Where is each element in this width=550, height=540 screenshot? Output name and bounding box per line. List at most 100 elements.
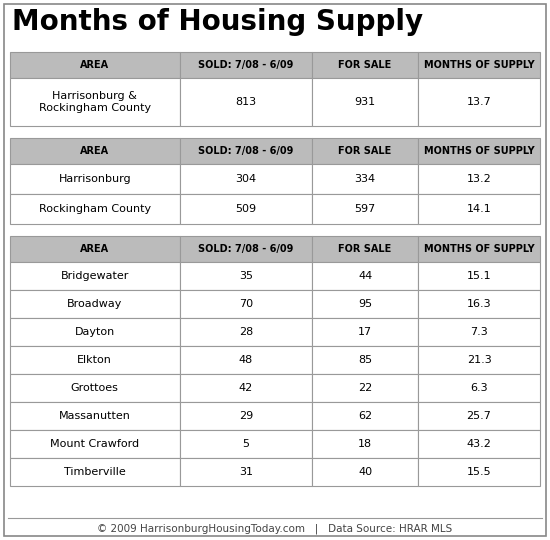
Text: 509: 509 xyxy=(235,204,256,214)
Text: 42: 42 xyxy=(239,383,253,393)
Bar xyxy=(180,78,312,126)
Text: 85: 85 xyxy=(358,355,372,365)
Bar xyxy=(312,194,418,224)
Bar xyxy=(312,138,418,164)
Text: 13.2: 13.2 xyxy=(466,174,492,184)
Text: 13.7: 13.7 xyxy=(466,97,492,107)
Text: 17: 17 xyxy=(358,327,372,337)
Bar xyxy=(418,194,540,224)
Text: Elkton: Elkton xyxy=(78,355,112,365)
Text: Broadway: Broadway xyxy=(67,299,123,309)
Text: FOR SALE: FOR SALE xyxy=(338,244,392,254)
Text: FOR SALE: FOR SALE xyxy=(338,146,392,156)
Text: Mount Crawford: Mount Crawford xyxy=(50,439,139,449)
Bar xyxy=(312,402,418,430)
Bar xyxy=(312,262,418,290)
Bar xyxy=(10,138,180,164)
Bar xyxy=(180,236,312,262)
Text: 31: 31 xyxy=(239,467,253,477)
Text: 48: 48 xyxy=(239,355,253,365)
Text: © 2009 HarrisonburgHousingToday.com   |   Data Source: HRAR MLS: © 2009 HarrisonburgHousingToday.com | Da… xyxy=(97,524,453,534)
Bar xyxy=(418,290,540,318)
Bar xyxy=(312,458,418,486)
Text: Massanutten: Massanutten xyxy=(59,411,131,421)
Bar xyxy=(312,318,418,346)
Text: 28: 28 xyxy=(239,327,253,337)
Text: Bridgewater: Bridgewater xyxy=(60,271,129,281)
Text: Rockingham County: Rockingham County xyxy=(39,204,151,214)
Text: 35: 35 xyxy=(239,271,253,281)
Text: SOLD: 7/08 - 6/09: SOLD: 7/08 - 6/09 xyxy=(198,60,294,70)
Bar xyxy=(10,78,180,126)
Bar xyxy=(10,346,180,374)
Text: Grottoes: Grottoes xyxy=(71,383,119,393)
Text: 597: 597 xyxy=(355,204,376,214)
Text: 22: 22 xyxy=(358,383,372,393)
Bar xyxy=(10,164,180,194)
Bar xyxy=(180,194,312,224)
Bar xyxy=(312,52,418,78)
Text: 15.1: 15.1 xyxy=(467,271,491,281)
Bar xyxy=(418,78,540,126)
Text: 21.3: 21.3 xyxy=(466,355,492,365)
Text: Timberville: Timberville xyxy=(64,467,125,477)
Bar xyxy=(10,374,180,402)
Text: MONTHS OF SUPPLY: MONTHS OF SUPPLY xyxy=(424,60,535,70)
Bar xyxy=(10,458,180,486)
Text: 29: 29 xyxy=(239,411,253,421)
Text: 18: 18 xyxy=(358,439,372,449)
Bar xyxy=(180,262,312,290)
Text: Harrisonburg: Harrisonburg xyxy=(58,174,131,184)
Bar xyxy=(180,290,312,318)
Bar xyxy=(10,430,180,458)
Bar xyxy=(180,346,312,374)
Bar xyxy=(418,374,540,402)
Bar xyxy=(418,318,540,346)
Bar xyxy=(312,78,418,126)
Text: 14.1: 14.1 xyxy=(466,204,492,214)
Bar xyxy=(180,458,312,486)
Bar xyxy=(180,374,312,402)
Bar xyxy=(418,164,540,194)
Bar xyxy=(180,318,312,346)
Text: 95: 95 xyxy=(358,299,372,309)
Bar xyxy=(312,374,418,402)
Bar xyxy=(180,138,312,164)
Bar xyxy=(312,164,418,194)
Text: AREA: AREA xyxy=(80,244,109,254)
Text: FOR SALE: FOR SALE xyxy=(338,60,392,70)
Text: 334: 334 xyxy=(355,174,376,184)
Bar xyxy=(418,262,540,290)
Bar xyxy=(10,318,180,346)
Text: 15.5: 15.5 xyxy=(467,467,491,477)
Text: SOLD: 7/08 - 6/09: SOLD: 7/08 - 6/09 xyxy=(198,244,294,254)
Text: 25.7: 25.7 xyxy=(466,411,492,421)
Text: 16.3: 16.3 xyxy=(467,299,491,309)
Bar xyxy=(10,236,180,262)
Text: Months of Housing Supply: Months of Housing Supply xyxy=(12,8,423,36)
Bar xyxy=(418,458,540,486)
Text: AREA: AREA xyxy=(80,60,109,70)
Bar xyxy=(10,402,180,430)
Text: 304: 304 xyxy=(235,174,256,184)
Bar xyxy=(10,52,180,78)
Bar xyxy=(180,430,312,458)
Bar xyxy=(312,236,418,262)
Bar xyxy=(312,290,418,318)
Text: 5: 5 xyxy=(243,439,249,449)
Bar xyxy=(418,52,540,78)
Text: 7.3: 7.3 xyxy=(470,327,488,337)
Bar xyxy=(418,430,540,458)
Bar xyxy=(312,430,418,458)
Text: Harrisonburg &
Rockingham County: Harrisonburg & Rockingham County xyxy=(39,91,151,113)
Text: Dayton: Dayton xyxy=(75,327,115,337)
Bar xyxy=(418,402,540,430)
Text: 40: 40 xyxy=(358,467,372,477)
Bar xyxy=(180,52,312,78)
Bar xyxy=(180,164,312,194)
Bar xyxy=(418,236,540,262)
Text: 6.3: 6.3 xyxy=(470,383,488,393)
Text: MONTHS OF SUPPLY: MONTHS OF SUPPLY xyxy=(424,146,535,156)
Bar xyxy=(10,194,180,224)
Text: 44: 44 xyxy=(358,271,372,281)
